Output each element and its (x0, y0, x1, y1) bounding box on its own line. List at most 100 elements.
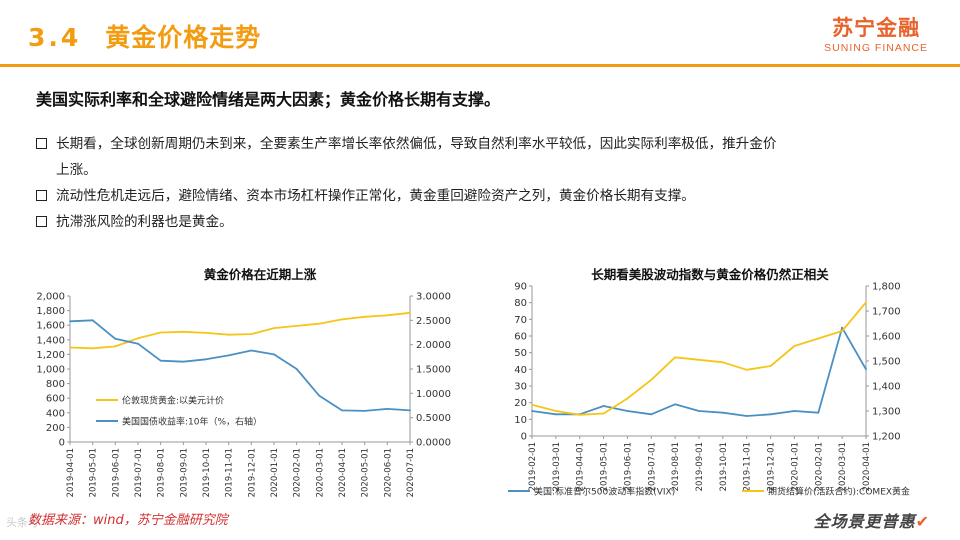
x-tick-label: 2020-05-01 (361, 448, 371, 497)
y-left-tick-label: 20 (514, 398, 527, 409)
slide-header: 3.4 黄金价格走势 苏宁金融 SUNING FINANCE (0, 0, 960, 64)
data-point (227, 333, 230, 336)
data-point (273, 327, 275, 330)
legend-label: 美国:标准普尔500波动率指数(VIX) (534, 486, 675, 498)
data-point (137, 337, 139, 340)
y-left-tick-label: 1,400 (36, 335, 65, 346)
data-point (318, 322, 321, 325)
series-line-2 (69, 319, 411, 412)
y-left-tick-label: 800 (46, 379, 65, 390)
y-left-tick-label: 2,000 (36, 292, 65, 303)
series-line-1 (531, 326, 867, 417)
y-left-tick-label: 50 (514, 348, 527, 359)
chart1: 0 200 400 600 800 1,000 1,200 1,400 1,600 1,800 2,… (36, 292, 451, 498)
data-point (626, 410, 629, 412)
y-left-tick-label: 0 (59, 438, 65, 449)
data-point (769, 365, 772, 367)
data-point (650, 413, 653, 416)
x-tick-label: 2020-03-01 (315, 448, 325, 497)
data-point (91, 347, 94, 350)
legend-label: 美国国债收益率:10年（%，右轴） (122, 416, 262, 428)
y-right-tick-label: 1,400 (872, 382, 901, 393)
data-point (793, 345, 796, 347)
legend-label: 伦敦现货黄金:以美元计价 (122, 395, 224, 407)
section-title: 3.4 黄金价格走势 (28, 18, 261, 54)
data-point (273, 353, 275, 356)
data-point (69, 346, 71, 349)
data-point (531, 410, 533, 412)
y-right-tick-label: 3.0000 (416, 292, 451, 303)
data-point (409, 409, 411, 412)
y-right-tick-label: 0.0000 (416, 438, 451, 449)
series-line-1 (69, 311, 411, 350)
x-tick-label: 2020-04-01 (338, 448, 348, 497)
x-tick-label: 2019-06-01 (623, 442, 633, 491)
y-left-tick-label: 600 (46, 394, 65, 405)
data-point (227, 354, 230, 357)
x-tick-label: 2019-11-01 (225, 448, 235, 497)
x-tick-label: 2020-06-01 (383, 448, 393, 497)
y-left-tick-label: 1,200 (36, 350, 65, 361)
headline: 美国实际利率和全球避险情绪是两大因素；黄金价格长期有支撑。 (36, 90, 501, 109)
y-right-tick-label: 1,200 (872, 432, 901, 443)
data-point (159, 359, 162, 362)
data-point (182, 330, 185, 333)
bullet-item: 抗滞涨风险的利器也是黄金。 (36, 209, 926, 235)
data-point (817, 411, 820, 414)
x-tick-label: 2019-12-01 (767, 442, 777, 491)
x-tick-label: 2019-04-01 (66, 448, 76, 497)
data-point (91, 319, 94, 322)
data-point (386, 408, 389, 410)
data-point (769, 413, 772, 416)
data-point (721, 411, 724, 414)
x-tick-label: 2019-05-01 (89, 448, 99, 497)
y-right-tick-label: 1,500 (872, 357, 901, 368)
x-tick-label: 2019-10-01 (719, 442, 729, 491)
x-tick-label: 2020-07-01 (406, 448, 416, 497)
data-point (626, 397, 629, 400)
data-point (69, 320, 71, 323)
header-divider (0, 64, 960, 67)
data-point (698, 410, 700, 412)
watermark: 头条号 (6, 516, 39, 529)
data-point (205, 358, 207, 361)
y-left-tick-label: 1,600 (36, 321, 65, 332)
x-tick-label: 2019-05-01 (600, 442, 610, 491)
x-tick-label: 2019-11-01 (743, 442, 753, 491)
logo-sub-text: SUNING FINANCE (824, 42, 928, 54)
x-tick-label: 2019-08-01 (157, 448, 167, 497)
data-point (865, 368, 867, 371)
data-point (409, 311, 411, 314)
y-right-tick-label: 1,700 (872, 307, 901, 318)
y-left-tick-label: 80 (514, 298, 527, 309)
data-point (295, 325, 298, 327)
y-left-tick-label: 70 (514, 315, 527, 326)
chart1-title: 黄金价格在近期上涨 (203, 267, 317, 282)
data-point (250, 333, 253, 336)
x-tick-label: 2019-04-01 (576, 442, 586, 491)
check-icon: ✔ (915, 512, 930, 531)
data-point (114, 345, 117, 348)
data-point (841, 330, 844, 332)
section-number: 3.4 (28, 23, 82, 52)
data-point (602, 412, 605, 415)
data-point (721, 361, 724, 364)
x-tick-label: 2019-10-01 (202, 448, 212, 497)
chart2-title: 长期看美股波动指数与黄金价格仍然正相关 (591, 267, 829, 282)
data-point (182, 360, 185, 363)
y-left-tick-label: 30 (514, 382, 527, 393)
bullet-text: 抗滞涨风险的利器也是黄金。 (56, 214, 233, 230)
data-point (554, 413, 557, 416)
x-tick-label: 2019-08-01 (671, 442, 681, 491)
y-right-tick-label: 1.5000 (416, 365, 451, 376)
data-point (205, 331, 207, 334)
x-tick-label: 2019-07-01 (647, 442, 657, 491)
data-point (578, 413, 581, 416)
bullet-item: 长期看，全球创新周期仍未到来，全要素生产率增长率依然偏低，导致自然利率水平较低，… (36, 131, 926, 157)
data-point (841, 326, 844, 329)
data-point (114, 337, 117, 340)
footer-slogan: 全场景更普惠✔ (814, 508, 930, 532)
y-right-tick-label: 1,300 (872, 407, 901, 418)
x-tick-label: 2020-04-01 (862, 442, 872, 491)
data-point (531, 403, 533, 406)
